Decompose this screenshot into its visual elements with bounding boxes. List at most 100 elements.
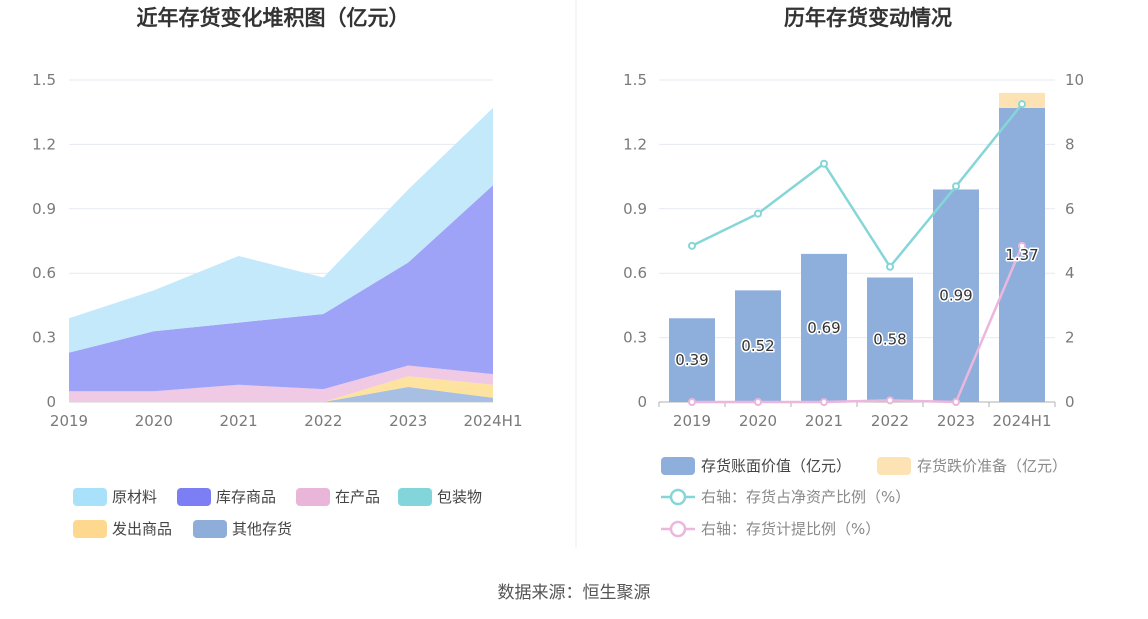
right-x-tick-label: 2020	[739, 412, 777, 430]
legend-label: 包装物	[437, 488, 482, 506]
right-y-tick-label: 0	[637, 393, 647, 411]
legend-swatch	[177, 488, 211, 506]
legend-swatch	[296, 488, 330, 506]
legend-label: 在产品	[335, 488, 380, 506]
legend-marker	[669, 488, 687, 506]
right-x-tick-label: 2019	[673, 412, 711, 430]
legend-item-右轴：存货计提比例（%）[interactable]: 右轴：存货计提比例（%）	[661, 520, 880, 538]
legend-label: 右轴：存货计提比例（%）	[701, 520, 880, 538]
legend-label: 原材料	[112, 488, 157, 506]
point-net-asset-ratio[interactable]	[952, 182, 960, 191]
legend-item-右轴：存货占净资产比例（%）[interactable]: 右轴：存货占净资产比例（%）	[661, 488, 910, 506]
left-x-tick-label: 2019	[50, 412, 88, 430]
legend-item-发出商品[interactable]: 发出商品	[73, 520, 172, 538]
point-net-asset-ratio[interactable]	[688, 241, 696, 250]
legend-item-存货跌价准备（亿元）[interactable]: 存货跌价准备（亿元）	[877, 457, 1067, 475]
left-x-tick-label: 2024H1	[464, 412, 523, 430]
right-x-tick-label: 2022	[871, 412, 909, 430]
right-line-series	[688, 100, 1026, 406]
right-y2-tick-label: 0	[1065, 393, 1075, 411]
legend-label: 存货账面价值（亿元）	[701, 457, 851, 475]
right-y2-tick-label: 10	[1065, 71, 1084, 89]
bar-data-label: 0.52	[741, 337, 774, 355]
right-y2-tick-label: 2	[1065, 329, 1075, 347]
point-net-asset-ratio[interactable]	[1018, 100, 1026, 109]
point-provision-ratio[interactable]	[952, 398, 960, 406]
right-legend: 存货账面价值（亿元） 存货跌价准备（亿元） 右轴：存货占净资产比例（%） 右轴：存货计…	[661, 457, 1067, 538]
line-net-asset-ratio	[691, 103, 1023, 269]
bar-line-chart: 历年存货变动情况 0.39 0.52 0.69 0.58 0.99 1.37 0 0.3 0.…	[623, 6, 1084, 538]
legend-label: 右轴：存货占净资产比例（%）	[701, 488, 910, 506]
right-x-axis: 2019 2020 2021 2022 2023 2024H1	[673, 412, 1052, 430]
left-y-axis: 0 0.3 0.6 0.9 1.2 1.5	[32, 71, 56, 411]
legend-swatch	[661, 457, 695, 475]
left-x-tick-label: 2023	[389, 412, 427, 430]
right-bar-series	[669, 92, 1045, 402]
point-provision-ratio[interactable]	[688, 398, 696, 406]
bar-data-label: 0.69	[807, 319, 840, 337]
left-y-tick-label: 0.6	[32, 264, 56, 282]
area-series-在产品	[69, 365, 493, 402]
line-provision-ratio	[692, 245, 1024, 404]
right-y-tick-label: 0.6	[623, 264, 647, 282]
bar-book-value[interactable]	[801, 253, 847, 402]
right-grid	[658, 79, 1056, 407]
legend-swatch	[73, 488, 107, 506]
point-provision-ratio[interactable]	[754, 398, 762, 406]
legend-item-包装物[interactable]: 包装物	[398, 488, 482, 506]
legend-swatch	[877, 457, 911, 475]
bar-book-value[interactable]	[669, 318, 715, 402]
bar-book-value[interactable]	[867, 277, 913, 402]
right-chart-title: 历年存货变动情况	[784, 6, 952, 30]
left-x-tick-label: 2022	[304, 412, 342, 430]
bar-data-label: 0.58	[873, 331, 906, 349]
right-y2-tick-label: 6	[1065, 200, 1075, 218]
right-x-tick-label: 2021	[805, 412, 843, 430]
legend-item-原材料[interactable]: 原材料	[73, 488, 157, 506]
left-x-tick-label: 2021	[220, 412, 258, 430]
right-y-axis-right: 0 2 4 6 8 10	[1065, 71, 1084, 411]
right-bar-labels: 0.39 0.52 0.69 0.58 0.99 1.37	[674, 244, 1040, 370]
point-net-asset-ratio[interactable]	[754, 209, 762, 218]
right-y2-tick-label: 4	[1065, 264, 1075, 282]
legend-item-存货账面价值（亿元）[interactable]: 存货账面价值（亿元）	[661, 457, 851, 475]
right-y-tick-label: 0.9	[623, 200, 647, 218]
bar-data-label: 0.99	[939, 287, 972, 305]
point-provision-ratio[interactable]	[1018, 241, 1026, 250]
point-provision-ratio[interactable]	[820, 398, 828, 406]
left-chart-title: 近年存货变化堆积图（亿元）	[137, 6, 410, 30]
right-y-tick-label: 1.5	[623, 71, 647, 89]
legend-swatch	[193, 520, 227, 538]
point-provision-ratio[interactable]	[886, 396, 894, 405]
legend-item-在产品[interactable]: 在产品	[296, 488, 380, 506]
left-y-tick-label: 0	[46, 393, 56, 411]
area-series-库存商品	[69, 185, 493, 392]
legend-label: 发出商品	[112, 520, 172, 538]
left-area-series	[69, 107, 493, 402]
source-note: 数据来源：恒生聚源	[498, 583, 651, 603]
legend-marker	[669, 520, 687, 538]
point-net-asset-ratio[interactable]	[886, 262, 894, 271]
left-y-tick-label: 0.9	[32, 200, 56, 218]
bar-book-value[interactable]	[735, 290, 781, 402]
right-y-tick-label: 0.3	[623, 329, 647, 347]
legend-item-其他存货[interactable]: 其他存货	[193, 520, 292, 538]
left-y-tick-label: 1.5	[32, 71, 56, 89]
area-series-原材料	[69, 107, 493, 353]
right-y-tick-label: 1.2	[623, 135, 647, 153]
bar-book-value[interactable]	[999, 107, 1045, 402]
legend-item-库存商品[interactable]: 库存商品	[177, 488, 276, 506]
left-y-tick-label: 0.3	[32, 329, 56, 347]
area-series-发出商品	[69, 376, 493, 402]
bar-data-label: 0.39	[675, 351, 708, 369]
right-x-tick-label: 2023	[937, 412, 975, 430]
stacked-area-chart: 近年存货变化堆积图（亿元） 0 0.3 0.6 0.9 1.2 1.5 2019 2020 2…	[32, 6, 523, 538]
left-y-tick-label: 1.2	[32, 135, 56, 153]
legend-label: 存货跌价准备（亿元）	[917, 457, 1067, 475]
point-net-asset-ratio[interactable]	[820, 159, 828, 168]
left-x-tick-label: 2020	[135, 412, 173, 430]
legend-swatch	[398, 488, 432, 506]
area-series-其他存货	[69, 387, 493, 402]
